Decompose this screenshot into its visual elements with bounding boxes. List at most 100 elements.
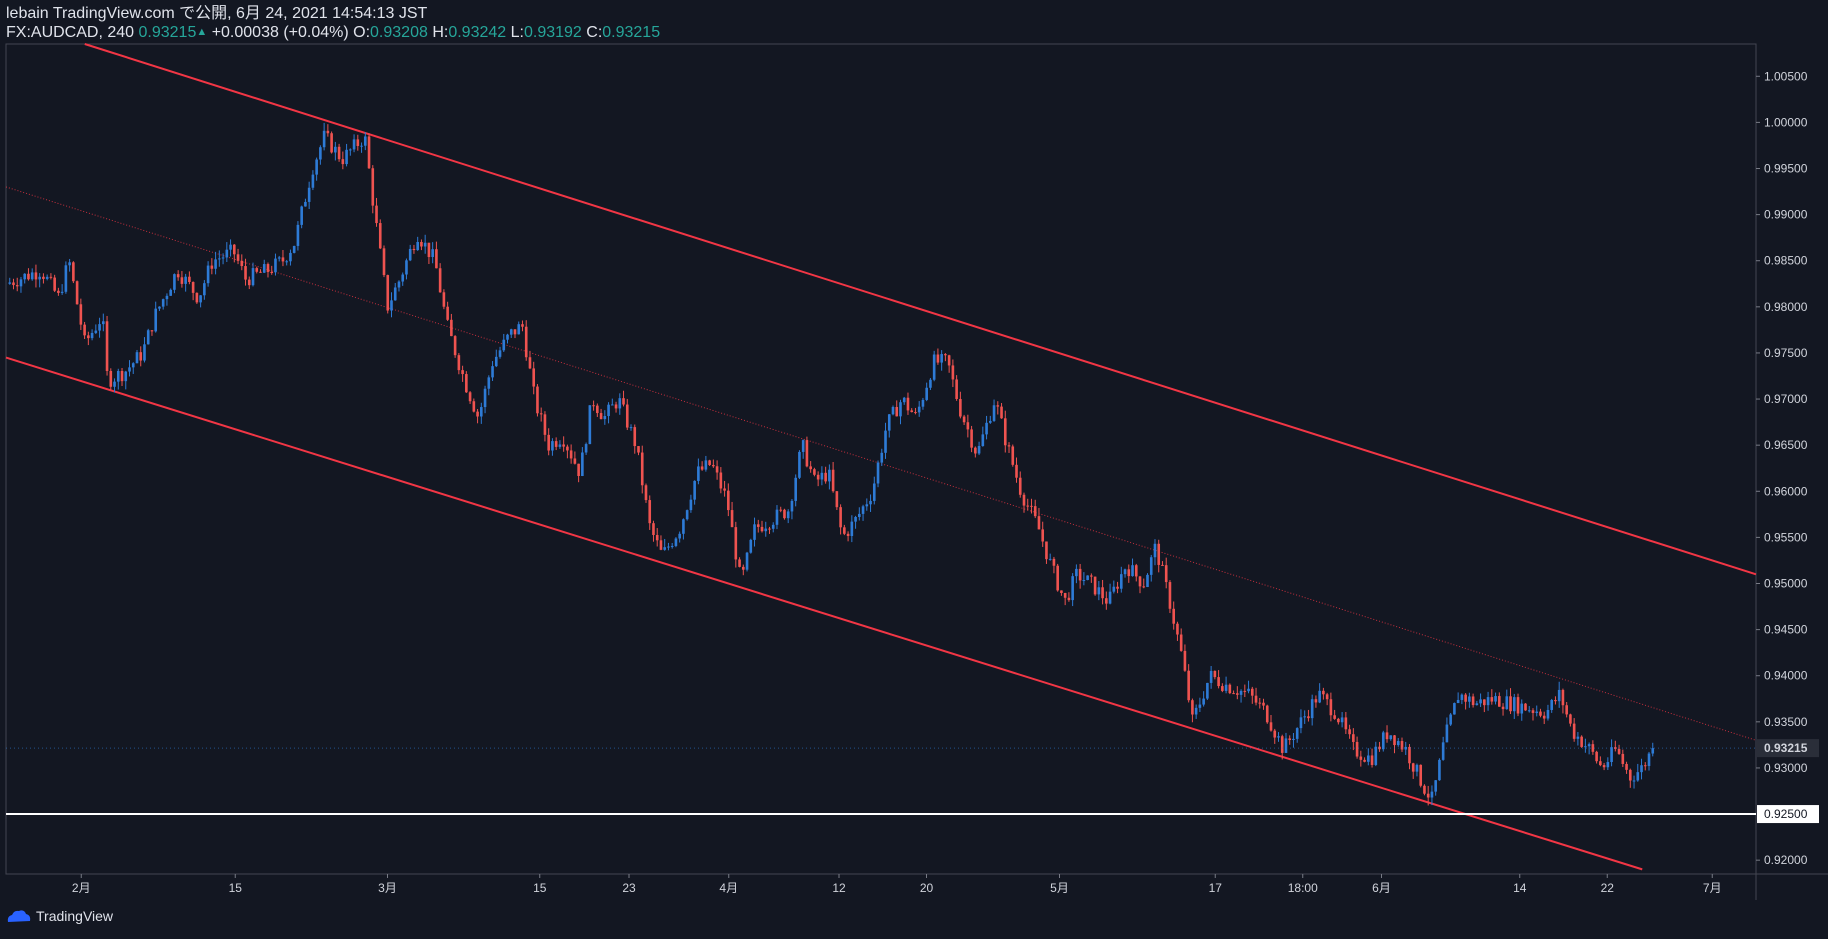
candle xyxy=(872,476,876,505)
candle xyxy=(285,259,289,266)
candle xyxy=(326,124,330,137)
candle xyxy=(577,463,580,483)
candle-body xyxy=(360,145,363,147)
candle xyxy=(902,396,906,405)
close-label: C: xyxy=(586,24,603,41)
candle xyxy=(1127,564,1131,583)
candle xyxy=(1610,739,1613,767)
candle-body xyxy=(1591,744,1595,752)
candle xyxy=(1400,737,1404,752)
candle xyxy=(521,320,524,332)
candle-body xyxy=(105,321,109,371)
candle xyxy=(1202,691,1205,707)
candle xyxy=(977,441,981,456)
candle-body xyxy=(1385,732,1389,740)
candle xyxy=(158,306,161,311)
candle-body xyxy=(307,187,311,202)
candle-body xyxy=(1614,747,1617,749)
y-tick-label: 0.99500 xyxy=(1764,162,1808,176)
candle xyxy=(206,261,210,287)
candle xyxy=(1295,727,1299,743)
candle xyxy=(1191,698,1194,723)
candle xyxy=(1625,761,1628,774)
candle-body xyxy=(779,509,783,511)
candle xyxy=(337,143,341,162)
candle-body xyxy=(816,474,820,480)
candle xyxy=(386,274,390,314)
candle-body xyxy=(1277,736,1280,738)
candle-body xyxy=(109,370,113,387)
candle-body xyxy=(1625,763,1628,770)
candle-body xyxy=(8,282,12,284)
candle xyxy=(1628,768,1632,788)
candle-body xyxy=(1628,769,1632,781)
candle xyxy=(629,424,633,431)
candle xyxy=(839,504,842,535)
candle-body xyxy=(622,398,625,405)
candle-body xyxy=(1045,541,1048,560)
candle-body xyxy=(468,392,472,402)
candle xyxy=(30,268,34,281)
candle xyxy=(476,409,479,424)
candle xyxy=(27,268,30,281)
candle xyxy=(334,141,337,161)
candle xyxy=(1273,728,1277,744)
candle-body xyxy=(996,405,1000,407)
candle xyxy=(360,142,363,153)
candle-body xyxy=(367,136,371,169)
candle xyxy=(1355,736,1359,759)
candle-body xyxy=(966,422,970,430)
candle-body xyxy=(786,511,790,519)
candle-body xyxy=(1415,764,1419,772)
candle xyxy=(363,132,367,151)
candle-body xyxy=(1359,756,1363,760)
candle xyxy=(955,375,958,401)
candle-body xyxy=(1060,590,1063,593)
candle xyxy=(124,370,128,390)
candle-body xyxy=(790,500,794,512)
candle xyxy=(1449,712,1452,726)
candle xyxy=(1011,444,1015,467)
candle-body xyxy=(539,413,543,415)
candle xyxy=(1512,693,1516,719)
channel-lower-line[interactable] xyxy=(5,356,1643,871)
candle-body xyxy=(438,268,442,293)
candle xyxy=(816,471,820,487)
candle xyxy=(1445,717,1449,743)
candle xyxy=(610,398,614,406)
candle-body xyxy=(1584,746,1587,748)
channel-upper-line[interactable] xyxy=(84,43,1757,576)
candle xyxy=(1157,539,1161,573)
candle xyxy=(584,442,588,455)
candle-body xyxy=(1647,753,1651,767)
candle xyxy=(468,391,472,404)
candle xyxy=(139,346,143,367)
candle xyxy=(270,265,274,275)
candle-body xyxy=(1419,764,1423,786)
candle-body xyxy=(34,272,38,280)
candle-body xyxy=(139,352,143,361)
up-arrow-icon: ▲ xyxy=(196,26,208,38)
candle xyxy=(1576,732,1580,746)
tradingview-footer[interactable]: TradingView xyxy=(6,908,113,924)
candle xyxy=(554,437,558,451)
candle-body xyxy=(932,354,936,380)
candle-body xyxy=(1400,741,1404,750)
candle-body xyxy=(199,295,202,303)
candle-body xyxy=(23,273,27,280)
candle xyxy=(1239,689,1243,703)
candle xyxy=(1587,742,1591,755)
candle-body xyxy=(72,262,75,282)
candle-body xyxy=(1636,772,1640,781)
candle-body xyxy=(165,295,169,300)
candle xyxy=(910,408,914,413)
close-value: 0.93215 xyxy=(602,24,661,41)
candle xyxy=(625,398,629,431)
candle-body xyxy=(1643,765,1647,767)
candle-body xyxy=(1310,699,1314,719)
candle-body xyxy=(169,289,172,296)
candle xyxy=(247,276,251,290)
candle xyxy=(1584,738,1587,753)
candle xyxy=(109,368,113,390)
